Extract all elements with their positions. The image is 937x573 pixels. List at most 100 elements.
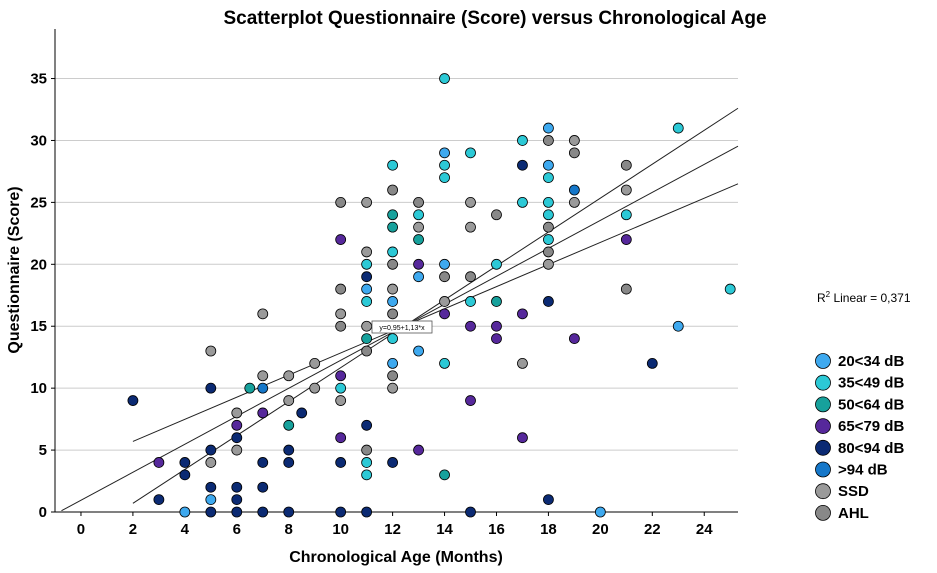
- point-ahl: [387, 308, 399, 320]
- y-tick-label: 20: [30, 256, 47, 273]
- point-80-94-db: [387, 457, 399, 468]
- point-20-34-db: [439, 258, 450, 270]
- y-tick-label: 30: [30, 132, 47, 149]
- point-80-94-db: [205, 481, 217, 493]
- point-ahl: [387, 258, 399, 270]
- point-ssd: [465, 196, 476, 208]
- x-tick-label: 0: [77, 521, 85, 538]
- point-ahl: [543, 221, 554, 233]
- data-points: [127, 73, 736, 518]
- point-80-94-db: [543, 494, 554, 506]
- point-80-94-db: [361, 419, 373, 431]
- point-ssd: [361, 196, 373, 208]
- point-ssd: [361, 246, 373, 258]
- point-65-79-db: [568, 333, 580, 345]
- x-tick-label: 24: [696, 521, 713, 538]
- r-squared-superscript: 2: [826, 290, 831, 299]
- point-ssd: [309, 382, 321, 394]
- y-tick-label: 35: [30, 71, 47, 88]
- legend-label-20-34-db: 20<34 dB: [838, 353, 904, 370]
- point-35-49-db: [620, 209, 632, 221]
- point-35-49-db: [361, 457, 373, 468]
- point-65-79-db: [620, 234, 632, 245]
- point-ssd: [257, 308, 269, 320]
- point-80-94-db: [127, 395, 139, 406]
- fit-equation: y=0,95+1,13*x: [379, 325, 425, 332]
- point-35-49-db: [465, 147, 476, 159]
- point-ssd: [568, 135, 580, 146]
- legend-label-94-db: >94 dB: [838, 462, 888, 479]
- point-35-49-db: [361, 296, 373, 307]
- point-50-64-db: [491, 296, 502, 307]
- point-35-49-db: [439, 159, 450, 171]
- point-ssd: [335, 395, 347, 406]
- point-35-49-db: [543, 172, 554, 184]
- x-tick-label: 20: [592, 521, 609, 538]
- point-35-49-db: [439, 73, 450, 84]
- point-20-34-db: [672, 320, 684, 332]
- point-80-94-db: [231, 481, 243, 493]
- point-80-94-db: [296, 407, 308, 419]
- point-20-34-db: [543, 159, 554, 171]
- point-94-db: [257, 382, 269, 394]
- point-ahl: [361, 444, 373, 456]
- point-20-34-db: [361, 283, 373, 295]
- point-20-34-db: [179, 506, 191, 518]
- point-ssd: [205, 457, 217, 468]
- fit-equation-box: y=0,95+1,13*x: [371, 320, 433, 334]
- point-35-49-db: [543, 234, 554, 245]
- legend-label-50-64-db: 50<64 dB: [838, 396, 904, 413]
- point-65-79-db: [517, 308, 528, 320]
- point-80-94-db: [231, 506, 243, 518]
- legend-marker-65-79-db: [815, 418, 831, 435]
- r-squared-prefix: R: [817, 291, 826, 305]
- y-tick-label: 5: [39, 442, 47, 459]
- x-tick-label: 16: [488, 521, 505, 538]
- point-50-64-db: [387, 221, 399, 233]
- legend-label-ahl: AHL: [838, 505, 869, 522]
- point-20-34-db: [413, 345, 424, 357]
- point-35-49-db: [387, 159, 399, 171]
- point-ahl: [543, 246, 554, 258]
- point-50-64-db: [413, 234, 424, 245]
- point-ssd: [361, 320, 373, 332]
- legend-marker-50-64-db: [815, 396, 831, 413]
- point-ssd: [387, 382, 399, 394]
- point-ssd: [283, 395, 295, 406]
- legend-marker-94-db: [815, 461, 831, 478]
- point-35-49-db: [465, 296, 476, 307]
- point-80-94-db: [646, 357, 658, 369]
- point-80-94-db: [283, 506, 295, 518]
- legend-label-80-94-db: 80<94 dB: [838, 440, 904, 457]
- point-80-94-db: [361, 271, 373, 283]
- point-80-94-db: [283, 457, 295, 468]
- point-80-94-db: [153, 494, 165, 506]
- point-80-94-db: [257, 506, 269, 518]
- x-tick-label: 8: [285, 521, 293, 538]
- x-axis-title: Chronological Age (Months): [289, 549, 503, 566]
- point-65-79-db: [335, 370, 347, 382]
- point-ssd: [568, 196, 580, 208]
- y-axis-title: Questionnaire (Score): [6, 186, 23, 353]
- point-ssd: [231, 444, 243, 456]
- point-94-db: [568, 184, 580, 196]
- point-35-49-db: [517, 135, 528, 146]
- point-ssd: [543, 258, 554, 270]
- point-ahl: [413, 196, 424, 208]
- x-tick-label: 12: [384, 521, 401, 538]
- legend-label-65-79-db: 65<79 dB: [838, 418, 904, 435]
- x-tick-label: 14: [436, 521, 453, 538]
- y-tick-label: 15: [30, 318, 47, 335]
- point-ssd: [465, 221, 476, 233]
- point-35-49-db: [672, 122, 684, 134]
- point-35-49-db: [335, 382, 347, 394]
- point-ahl: [335, 283, 347, 295]
- point-ahl: [439, 271, 450, 283]
- point-80-94-db: [179, 469, 191, 481]
- point-ssd: [283, 370, 295, 382]
- point-ahl: [361, 345, 373, 357]
- point-35-49-db: [387, 333, 399, 345]
- point-ssd: [257, 370, 269, 382]
- point-80-94-db: [231, 494, 243, 506]
- point-35-49-db: [724, 283, 736, 295]
